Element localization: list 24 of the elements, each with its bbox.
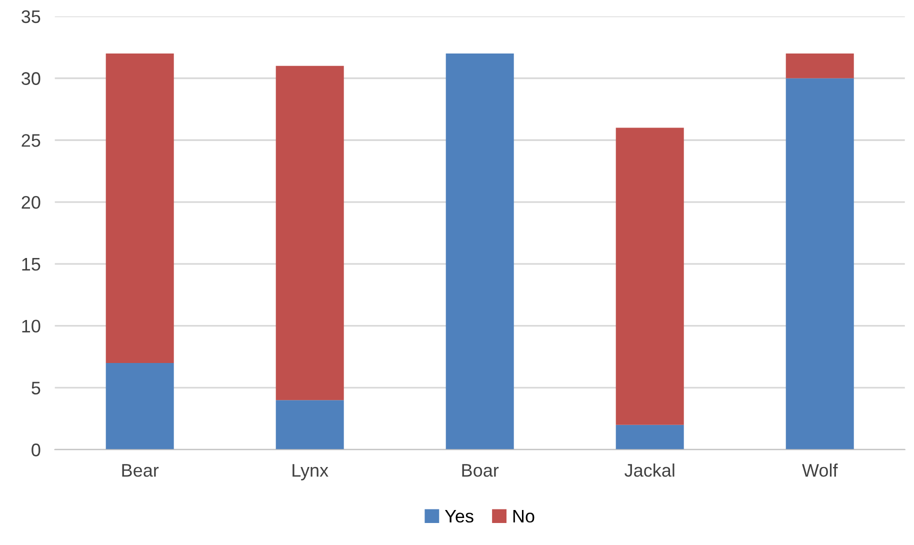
bar bbox=[786, 53, 854, 78]
legend-label: No bbox=[513, 510, 534, 523]
x-tick-label: Boar bbox=[462, 464, 499, 477]
x-tick-label: Lynx bbox=[292, 464, 328, 480]
y-tick-label: 25 bbox=[22, 134, 40, 147]
y-tick-label: 30 bbox=[22, 72, 40, 85]
y-tick-label: 15 bbox=[22, 258, 40, 271]
bar bbox=[786, 78, 854, 450]
x-tick-label: Wolf bbox=[802, 464, 838, 477]
legend-label: Yes bbox=[444, 510, 474, 523]
y-tick-label: 20 bbox=[22, 196, 40, 209]
y-tick-label: 0 bbox=[32, 444, 40, 456]
y-tick-label: 35 bbox=[22, 10, 40, 24]
bar bbox=[616, 128, 684, 425]
y-tick-label: 10 bbox=[22, 320, 40, 333]
bar bbox=[446, 53, 514, 450]
x-tick-label: Bear bbox=[122, 464, 159, 477]
y-tick-label: 5 bbox=[32, 382, 40, 394]
x-tick-label: Jackal bbox=[624, 464, 674, 477]
bar bbox=[616, 424, 684, 450]
bar bbox=[276, 66, 344, 400]
bar bbox=[276, 400, 344, 450]
bar bbox=[106, 53, 174, 363]
bar bbox=[106, 362, 174, 450]
